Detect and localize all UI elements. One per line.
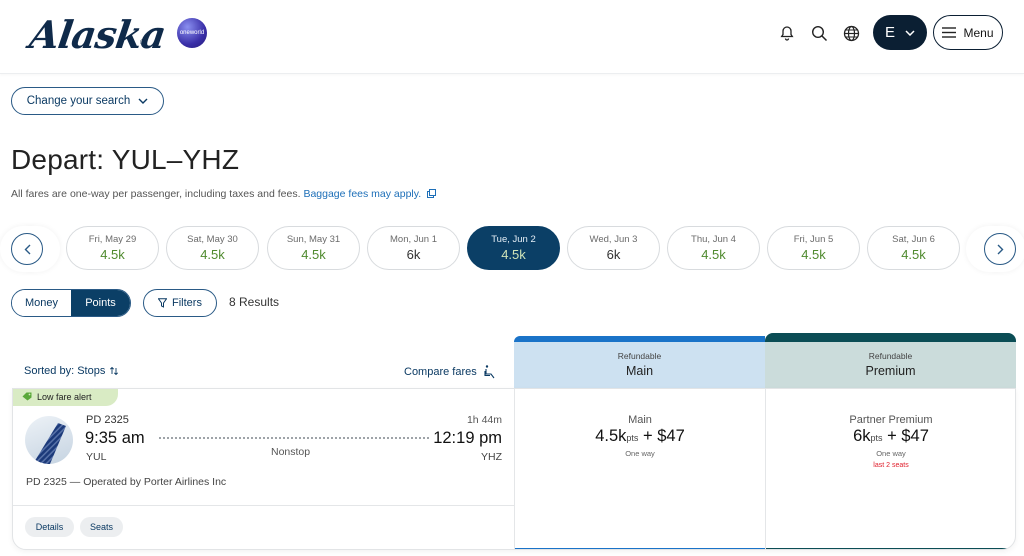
date-option[interactable]: Fri, May 29 4.5k	[66, 226, 159, 270]
route-line	[159, 437, 429, 439]
details-button[interactable]: Details	[25, 517, 74, 537]
date-option[interactable]: Thu, Jun 4 4.5k	[667, 226, 760, 270]
stops-label: Nonstop	[271, 446, 311, 458]
compare-fares-button[interactable]: Compare fares	[404, 365, 497, 379]
date-option[interactable]: Sat, Jun 6 4.5k	[867, 226, 960, 270]
chevron-left-icon	[24, 244, 30, 254]
hamburger-icon	[942, 27, 957, 38]
fare-note-text: All fares are one-way per passenger, inc…	[11, 188, 301, 200]
alaska-logo[interactable]: Alaska	[26, 12, 169, 57]
fare-name: Main	[628, 414, 652, 426]
change-search-label: Change your search	[26, 95, 131, 107]
arrival-airport: YHZ	[481, 451, 502, 463]
main-accent-bar	[515, 548, 765, 549]
fare-refund-label: Refundable	[868, 351, 913, 361]
porter-airlines-logo	[25, 416, 73, 464]
premium-accent-bar	[766, 548, 1015, 549]
menu-button[interactable]: Menu	[933, 15, 1003, 50]
bell-icon[interactable]	[776, 22, 798, 44]
oneworld-logo: oneworld	[177, 18, 207, 48]
sort-icon	[110, 366, 119, 376]
fare-class-name: Main	[625, 364, 654, 378]
currency-toggle: Money Points	[11, 289, 131, 317]
change-search-button[interactable]: Change your search	[11, 87, 164, 115]
flight-card: Low fare alert PD 2325 9:35 am YUL Nonst…	[12, 388, 1016, 550]
seat-icon	[484, 365, 495, 379]
date-option[interactable]: Sat, May 30 4.5k	[166, 226, 259, 270]
external-link-icon	[427, 189, 437, 198]
seats-button[interactable]: Seats	[80, 517, 123, 537]
fare-note: One way	[625, 449, 655, 458]
prev-dates-button[interactable]	[11, 233, 43, 265]
points-toggle[interactable]: Points	[71, 290, 130, 316]
tag-icon	[22, 392, 32, 401]
sort-button[interactable]: Sorted by: Stops	[24, 365, 119, 377]
site-header: Alaska ® oneworld E Menu	[0, 0, 1024, 74]
operated-by: PD 2325 — Operated by Porter Airlines In…	[26, 476, 227, 488]
date-option[interactable]: Wed, Jun 3 6k	[567, 226, 660, 270]
fare-class-name: Premium	[865, 364, 916, 378]
compare-label: Compare fares	[404, 366, 477, 378]
baggage-fees-link[interactable]: Baggage fees may apply.	[303, 188, 422, 200]
main-accent-bar	[514, 336, 765, 342]
registered-mark: ®	[140, 38, 146, 47]
fare-option-main[interactable]: Main 4.5kpts + $47 One way	[514, 389, 765, 549]
search-icon[interactable]	[808, 22, 830, 44]
filters-button[interactable]: Filters	[143, 289, 217, 317]
fare-header-premium[interactable]: Refundable Premium	[765, 333, 1016, 388]
menu-label: Menu	[963, 25, 994, 40]
fare-option-premium[interactable]: Partner Premium 6kpts + $47 One way last…	[765, 389, 1015, 549]
chevron-down-icon	[138, 98, 148, 104]
premium-accent-bar	[765, 333, 1016, 342]
results-count: 8 Results	[229, 295, 280, 309]
date-option[interactable]: Fri, Jun 5 4.5k	[767, 226, 860, 270]
chevron-right-icon	[997, 244, 1003, 254]
departure-airport: YUL	[86, 451, 107, 463]
fare-header-main[interactable]: Refundable Main	[514, 336, 765, 388]
date-option-selected[interactable]: Tue, Jun 2 4.5k	[467, 226, 560, 270]
fare-note: All fares are one-way per passenger, inc…	[11, 188, 437, 200]
low-fare-badge: Low fare alert	[13, 389, 118, 406]
fare-name: Partner Premium	[849, 414, 933, 426]
date-option[interactable]: Sun, May 31 4.5k	[267, 226, 360, 270]
date-option[interactable]: Mon, Jun 1 6k	[367, 226, 460, 270]
filters-label: Filters	[172, 297, 202, 309]
fare-note: One way	[876, 449, 906, 458]
arrival-time: 12:19 pm	[433, 429, 502, 447]
fare-price: 6kpts + $47	[853, 427, 929, 445]
seats-left-alert: last 2 seats	[873, 462, 909, 469]
fare-price: 4.5kpts + $47	[595, 427, 685, 445]
account-button[interactable]: E	[873, 15, 927, 50]
flight-actions: Details Seats	[13, 505, 515, 549]
page-title: Depart: YUL–YHZ	[11, 144, 240, 175]
filter-icon	[158, 298, 168, 308]
money-toggle[interactable]: Money	[12, 290, 71, 316]
flight-duration: 1h 44m	[466, 414, 502, 426]
sort-label: Sorted by: Stops	[24, 365, 106, 377]
next-dates-button[interactable]	[984, 233, 1016, 265]
globe-icon[interactable]	[840, 22, 862, 44]
fare-refund-label: Refundable	[617, 351, 662, 361]
flight-number: PD 2325	[86, 414, 129, 426]
departure-time: 9:35 am	[85, 429, 145, 447]
chevron-down-icon	[905, 29, 915, 36]
flight-info: Low fare alert PD 2325 9:35 am YUL Nonst…	[13, 389, 515, 505]
account-initial: E	[884, 24, 895, 41]
